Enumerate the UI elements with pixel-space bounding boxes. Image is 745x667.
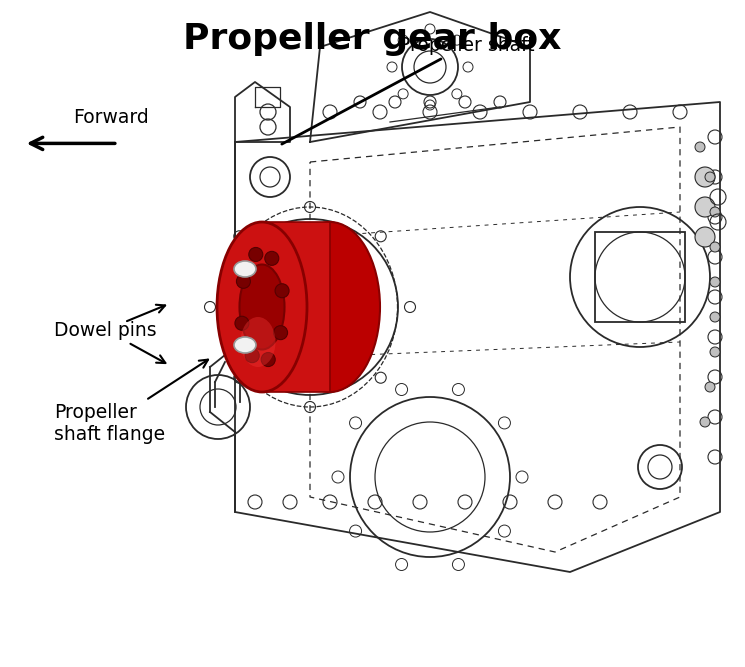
Text: Propeller gear box: Propeller gear box	[183, 22, 562, 56]
Ellipse shape	[217, 222, 307, 392]
Circle shape	[710, 312, 720, 322]
Circle shape	[273, 325, 288, 340]
Circle shape	[695, 142, 705, 152]
Circle shape	[705, 172, 715, 182]
Ellipse shape	[239, 265, 285, 350]
Circle shape	[249, 247, 263, 261]
Circle shape	[235, 316, 249, 330]
Text: Forward: Forward	[73, 109, 149, 127]
Circle shape	[236, 274, 250, 288]
Circle shape	[705, 382, 715, 392]
Circle shape	[695, 227, 715, 247]
Circle shape	[245, 349, 259, 363]
Circle shape	[710, 277, 720, 287]
Bar	[595, 232, 685, 322]
Circle shape	[710, 242, 720, 252]
Circle shape	[700, 417, 710, 427]
Circle shape	[695, 167, 715, 187]
Circle shape	[710, 207, 720, 217]
Circle shape	[710, 347, 720, 357]
Ellipse shape	[280, 222, 380, 392]
Circle shape	[695, 197, 715, 217]
Text: Propeller
shaft flange: Propeller shaft flange	[54, 360, 208, 444]
Circle shape	[261, 353, 275, 367]
Ellipse shape	[234, 261, 256, 277]
Circle shape	[275, 283, 289, 297]
Text: Propeller shaft: Propeller shaft	[282, 36, 534, 144]
Polygon shape	[262, 222, 330, 392]
Ellipse shape	[241, 317, 276, 367]
Text: Dowel pins: Dowel pins	[54, 321, 165, 363]
Ellipse shape	[234, 337, 256, 353]
Circle shape	[264, 251, 279, 265]
